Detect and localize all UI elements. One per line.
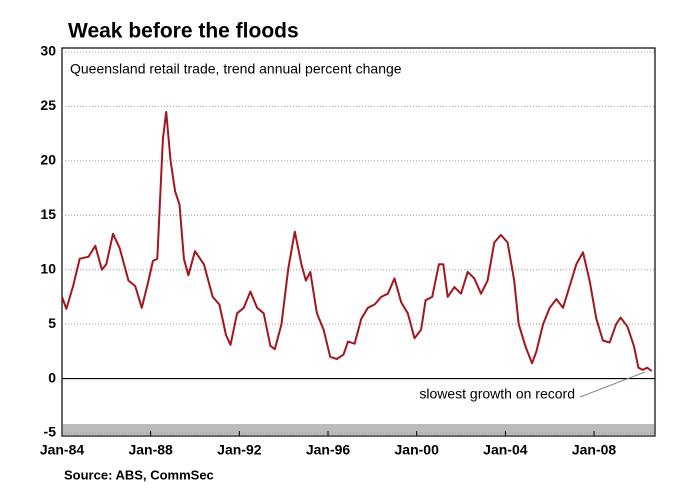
annotation-pointer bbox=[579, 371, 646, 398]
chart-title: Weak before the floods bbox=[68, 20, 299, 43]
y-tick-label: 15 bbox=[40, 206, 56, 222]
annotation: slowest growth on record bbox=[419, 386, 575, 402]
y-tick-label: 20 bbox=[40, 152, 56, 168]
source: Source: ABS, CommSec bbox=[64, 467, 214, 482]
y-tick-label: -5 bbox=[44, 424, 57, 440]
x-tick-label: Jan-92 bbox=[217, 442, 262, 458]
bottom-band bbox=[63, 424, 654, 435]
data-line bbox=[61, 110, 653, 372]
x-tick-label: Jan-08 bbox=[572, 442, 617, 458]
x-tick-label: Jan-00 bbox=[395, 442, 440, 458]
x-tick-label: Jan-84 bbox=[40, 442, 85, 458]
y-tick-label: 10 bbox=[40, 260, 56, 276]
y-tick-label: 5 bbox=[48, 315, 56, 331]
y-tick-label: 0 bbox=[48, 369, 56, 385]
x-tick-label: Jan-96 bbox=[306, 442, 351, 458]
y-tick-label: 30 bbox=[40, 43, 56, 59]
chart-subtitle: Queensland retail trade, trend annual pe… bbox=[70, 61, 402, 77]
x-tick-label: Jan-88 bbox=[128, 442, 173, 458]
y-tick-label: 25 bbox=[40, 97, 56, 113]
x-tick-label: Jan-04 bbox=[483, 442, 528, 458]
plot-frame bbox=[61, 47, 656, 437]
